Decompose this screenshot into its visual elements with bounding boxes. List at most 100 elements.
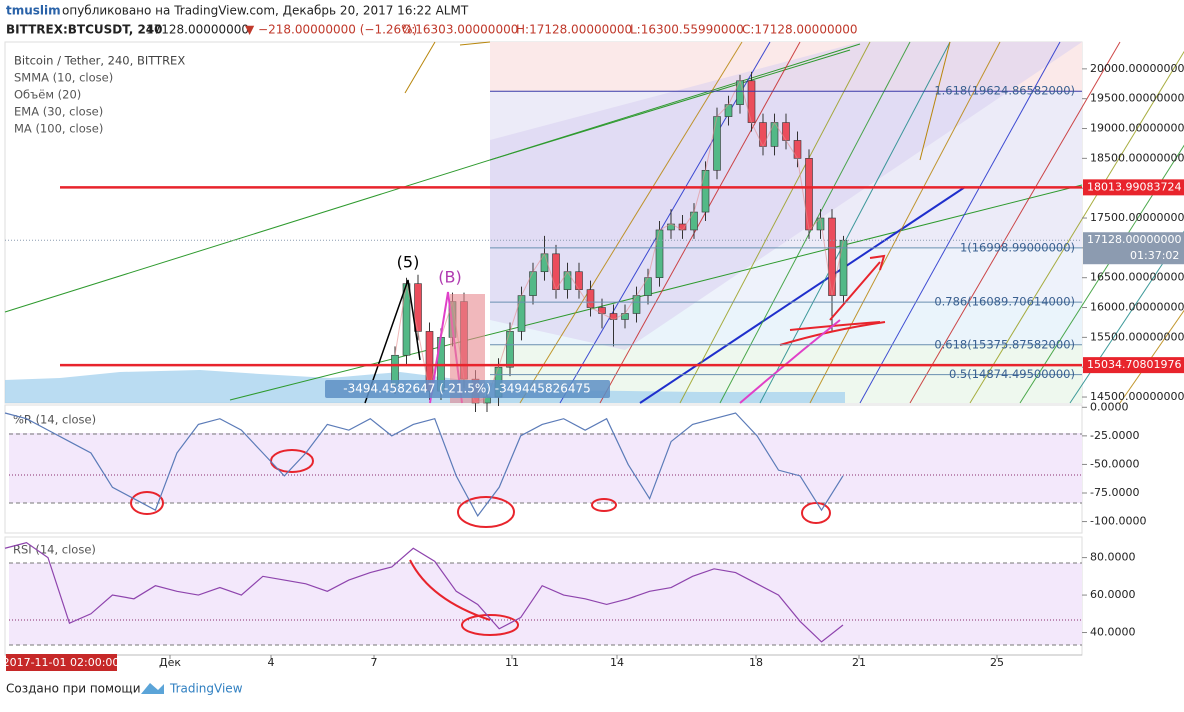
candle-body xyxy=(586,289,595,308)
trend-line xyxy=(4,43,861,313)
drawing xyxy=(789,321,881,331)
ohlc-open: O:16303.00000000 xyxy=(402,23,518,37)
countdown: 01:37:02 xyxy=(1130,249,1179,262)
candle-body xyxy=(759,122,767,147)
y-tick-label: -100.0000 xyxy=(1090,515,1146,528)
symbol: BITTREX:BTCUSDT, 240 xyxy=(6,23,163,37)
time-label: 18 xyxy=(749,656,763,669)
candle-body xyxy=(724,104,733,117)
fan-line xyxy=(1019,144,1184,404)
level-label: 15034.70801976 xyxy=(1087,358,1181,371)
rsi-band xyxy=(9,563,1082,645)
time-label: 25 xyxy=(990,656,1004,669)
legend: Bitcoin / Tether, 240, BITTREX SMMA (10, … xyxy=(14,54,185,136)
time-label: 21 xyxy=(852,656,866,669)
drawing xyxy=(409,559,491,621)
wave-line xyxy=(364,279,421,404)
y-tick-label: 19500.00000000 xyxy=(1090,92,1184,105)
candle-body xyxy=(839,239,848,296)
time-label: 4 xyxy=(268,656,275,669)
time-label: 14 xyxy=(610,656,624,669)
indicator-title: %R (14, close) xyxy=(13,413,96,427)
drawing xyxy=(130,491,164,515)
fan-lines xyxy=(404,41,1184,404)
candle-body xyxy=(414,283,422,332)
fan-line xyxy=(404,41,436,94)
williams-band xyxy=(9,433,1082,503)
fan-line xyxy=(599,41,801,404)
ohlc-close: C:17128.00000000 xyxy=(742,23,858,37)
wave-label: (5) xyxy=(397,253,420,272)
y-tick-label: 17500.00000000 xyxy=(1090,211,1184,224)
legend-item: MA (100, close) xyxy=(14,122,103,136)
ohlc-high: H:17128.00000000 xyxy=(516,23,632,37)
y-tick-label: 18500.00000000 xyxy=(1090,151,1184,164)
fib-label: 0.5(14874.49500000) xyxy=(949,367,1075,381)
last-price: 17128.00000000 xyxy=(146,23,249,37)
footer-brand[interactable]: TradingView xyxy=(169,682,243,696)
candle-body xyxy=(644,277,652,296)
measure-tag xyxy=(325,380,610,398)
cursor-time: 2017-11-01 02:00:00 xyxy=(3,656,120,669)
trend-line xyxy=(489,49,851,161)
level-tag xyxy=(1083,357,1184,374)
candle-body xyxy=(747,80,756,123)
fan-line xyxy=(1119,309,1184,404)
y-tick-label: 40.0000 xyxy=(1090,626,1136,639)
fan-line xyxy=(919,41,951,161)
y-tick-label: -75.0000 xyxy=(1090,486,1139,499)
candle-body xyxy=(563,271,572,290)
legend-item: SMMA (10, close) xyxy=(14,71,113,85)
fan-line xyxy=(909,41,1121,404)
y-tick-label: 80.0000 xyxy=(1090,551,1136,564)
legend-item: Bitcoin / Tether, 240, BITTREX xyxy=(14,54,185,68)
cursor-tag xyxy=(6,654,117,671)
candle-body xyxy=(575,271,583,290)
fan-line xyxy=(459,41,491,46)
measure-text: -3494.4582647 (-21.5%) -349445826475 xyxy=(343,382,591,396)
logo xyxy=(141,683,164,694)
fib-label: 0.618(15375.87582000) xyxy=(934,337,1075,351)
y-tick-label: -50.0000 xyxy=(1090,457,1139,470)
fib-label: 0.786(16089.70614000) xyxy=(934,295,1075,309)
candle-body xyxy=(701,169,710,213)
y-tick-label: 14500.00000000 xyxy=(1090,390,1184,403)
y-tick-label: 16000.00000000 xyxy=(1090,301,1184,314)
candle-body xyxy=(506,331,514,368)
level-label: 18013.99083724 xyxy=(1087,180,1181,193)
fan-line xyxy=(969,50,1184,404)
fan-line xyxy=(809,41,1001,404)
fan-line xyxy=(759,41,951,404)
drawing xyxy=(461,614,519,636)
y-tick-label: 20000.00000000 xyxy=(1090,62,1184,75)
candle-body xyxy=(552,253,560,290)
fan-line xyxy=(1069,230,1184,404)
y-tick-label: 0.0000 xyxy=(1090,400,1129,413)
time-label: 11 xyxy=(505,656,519,669)
ohlc-low: L:16300.55990000 xyxy=(630,23,744,37)
drawing xyxy=(801,502,831,524)
fib-label: 1(16998.99000000) xyxy=(960,240,1075,254)
time-label: Дек xyxy=(159,656,181,669)
candle-body xyxy=(655,229,664,278)
fan-line xyxy=(679,41,871,404)
candle-body xyxy=(713,116,721,171)
drawing xyxy=(779,321,886,346)
time-label: 7 xyxy=(371,656,378,669)
y-tick-label: -25.0000 xyxy=(1090,429,1139,442)
y-tick-label: 19000.00000000 xyxy=(1090,122,1184,135)
change: ▼ −218.00000000 (−1.26%) xyxy=(245,23,417,37)
fan-line xyxy=(719,41,911,404)
footer-text: Создано при помощи xyxy=(6,682,141,696)
pitchfork-area xyxy=(490,42,1082,350)
candle-body xyxy=(736,80,744,105)
author[interactable]: tmuslim xyxy=(6,4,61,18)
candle-body xyxy=(690,211,698,231)
candle-body xyxy=(632,295,641,314)
candle-body xyxy=(805,158,813,231)
trend-line xyxy=(639,186,966,404)
y-tick-label: 15500.00000000 xyxy=(1090,330,1184,343)
fan-line xyxy=(559,41,771,404)
last-price-tag xyxy=(1083,232,1184,265)
